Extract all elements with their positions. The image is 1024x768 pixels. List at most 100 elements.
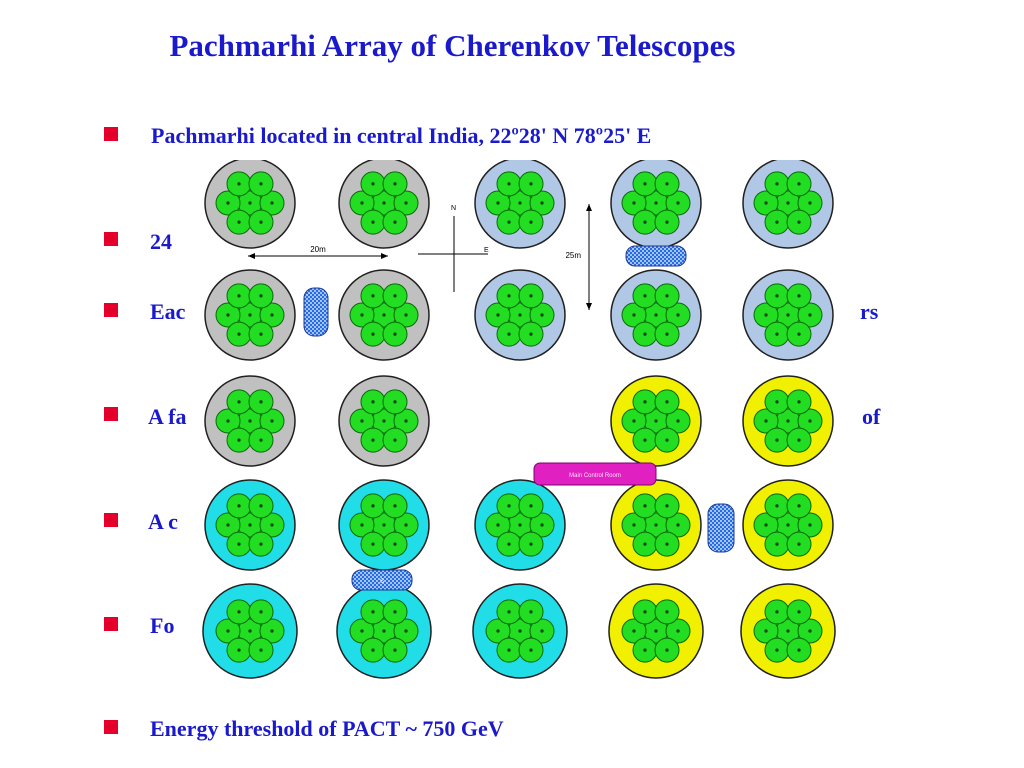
mirror-center xyxy=(529,610,533,614)
mirror-center xyxy=(393,400,397,404)
mirror-center xyxy=(371,294,375,298)
mirror-center xyxy=(371,610,375,614)
mirror-center xyxy=(676,313,680,317)
mirror-center xyxy=(259,332,263,336)
bullet-6-text: Fo xyxy=(150,613,175,638)
mirror-center xyxy=(248,629,252,633)
mirror-center xyxy=(393,504,397,508)
mirror-center xyxy=(382,629,386,633)
mirror-center xyxy=(775,648,779,652)
mirror-center xyxy=(643,294,647,298)
mirror-center xyxy=(676,201,680,205)
mirror-center xyxy=(270,419,274,423)
mirror-center xyxy=(764,201,768,205)
mirror-center xyxy=(237,610,241,614)
mirror-center xyxy=(808,419,812,423)
mirror-center xyxy=(371,438,375,442)
mirror-center xyxy=(643,438,647,442)
mirror-center xyxy=(632,201,636,205)
mirror-center xyxy=(643,220,647,224)
mirror-center xyxy=(808,629,812,633)
mirror-center xyxy=(393,332,397,336)
telescope xyxy=(738,583,838,679)
mirror-center xyxy=(529,542,533,546)
mirror-center xyxy=(643,648,647,652)
mirror-center xyxy=(393,182,397,186)
mirror-center xyxy=(360,313,364,317)
bullet-4-tail: of xyxy=(862,404,881,429)
sector-room xyxy=(625,245,687,267)
mirror-center xyxy=(665,400,669,404)
mirror-center xyxy=(775,610,779,614)
mirror-center xyxy=(775,504,779,508)
telescope xyxy=(330,375,438,467)
mirror-center xyxy=(237,182,241,186)
bullet-marker xyxy=(104,303,118,317)
mirror-center xyxy=(507,542,511,546)
bullet-2 xyxy=(104,224,118,254)
mirror-center xyxy=(248,313,252,317)
mirror-center xyxy=(797,504,801,508)
mirror-center xyxy=(764,313,768,317)
telescope xyxy=(466,269,574,361)
mirror-center xyxy=(775,400,779,404)
mirror-center xyxy=(393,294,397,298)
mirror-center xyxy=(371,542,375,546)
mirror-center xyxy=(270,313,274,317)
sector-room xyxy=(351,569,413,591)
mirror-center xyxy=(248,419,252,423)
telescope xyxy=(330,269,438,361)
mirror-center xyxy=(654,419,658,423)
mirror-center xyxy=(371,332,375,336)
mirror-center xyxy=(529,648,533,652)
mirror-center xyxy=(382,201,386,205)
mirror-center xyxy=(665,504,669,508)
mirror-center xyxy=(226,629,230,633)
sector-room-label: S xyxy=(380,579,384,585)
mirror-center xyxy=(270,201,274,205)
telescope xyxy=(330,479,438,571)
mirror-center xyxy=(797,294,801,298)
bullet-6 xyxy=(104,609,118,639)
mirror-center xyxy=(775,294,779,298)
bullet-5-text: A c xyxy=(148,509,178,534)
horizontal-spacing-marker: 20m xyxy=(248,245,388,259)
mirror-center xyxy=(507,332,511,336)
mirror-center xyxy=(371,400,375,404)
mirror-center xyxy=(393,610,397,614)
bullet-1-text: Pachmarhi located in central India, 22º2… xyxy=(151,123,652,148)
mirror-center xyxy=(764,419,768,423)
mirror-center xyxy=(496,201,500,205)
mirror-center xyxy=(665,542,669,546)
mirror-center xyxy=(643,182,647,186)
mirror-center xyxy=(786,419,790,423)
mirror-center xyxy=(654,523,658,527)
compass-icon: N E xyxy=(418,205,489,292)
telescope xyxy=(466,160,574,249)
mirror-center xyxy=(226,523,230,527)
mirror-center xyxy=(775,332,779,336)
mirror-center xyxy=(226,419,230,423)
mirror-center xyxy=(540,523,544,527)
telescope xyxy=(466,583,574,679)
telescope xyxy=(196,375,304,467)
mirror-center xyxy=(259,220,263,224)
mirror-center xyxy=(654,629,658,633)
mirror-center xyxy=(404,419,408,423)
mirror-center xyxy=(775,438,779,442)
mirror-center xyxy=(259,438,263,442)
bullet-5 xyxy=(104,505,118,535)
bullet-3-tail: rs xyxy=(860,299,879,324)
mirror-center xyxy=(786,201,790,205)
mirror-center xyxy=(507,294,511,298)
telescope xyxy=(602,160,710,249)
mirror-center xyxy=(775,542,779,546)
mirror-center xyxy=(259,648,263,652)
mirror-center xyxy=(237,504,241,508)
mirror-center xyxy=(259,400,263,404)
mirror-center xyxy=(797,332,801,336)
mirror-center xyxy=(371,504,375,508)
telescope xyxy=(330,583,438,679)
mirror-center xyxy=(654,313,658,317)
mirror-center xyxy=(507,182,511,186)
